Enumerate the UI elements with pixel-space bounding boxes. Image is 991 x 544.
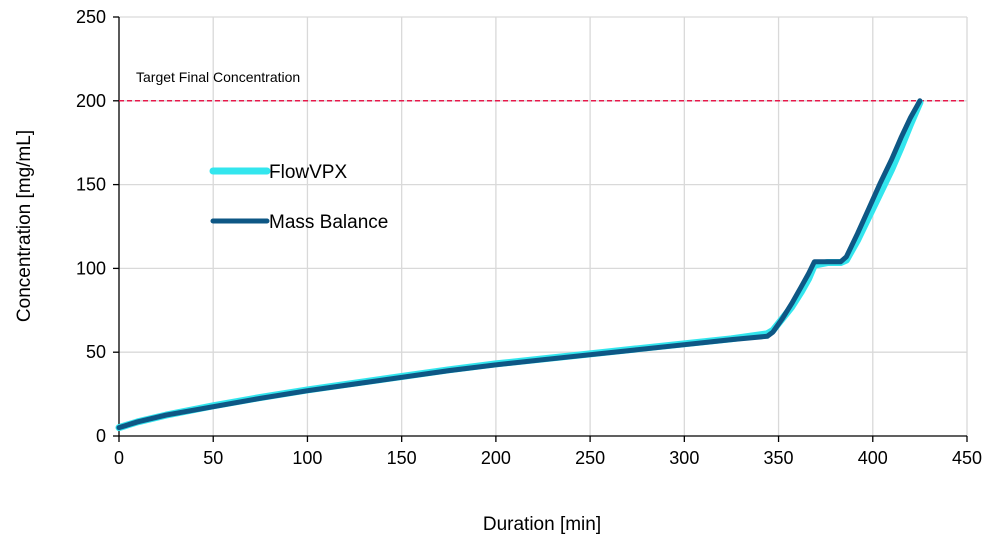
x-tick-label: 150 xyxy=(387,448,417,468)
y-tick-label: 100 xyxy=(76,258,106,278)
legend-label-mass-balance: Mass Balance xyxy=(269,212,388,233)
x-tick-label: 450 xyxy=(952,448,982,468)
tick-labels: 0 50 100 150 200 250 300 350 400 450 0 50 100 150 200 2… xyxy=(76,7,982,468)
series-line-flowvpx xyxy=(115,99,924,432)
y-tick-label: 50 xyxy=(86,342,106,362)
series-group xyxy=(115,98,924,432)
reference-line-label: Target Final Concentration xyxy=(136,69,300,85)
y-tick-label: 200 xyxy=(76,91,106,111)
x-tick-label: 0 xyxy=(114,448,124,468)
legend-label-flowvpx: FlowVPX xyxy=(269,162,347,183)
x-tick-label: 400 xyxy=(858,448,888,468)
x-tick-label: 100 xyxy=(292,448,322,468)
x-tick-label: 250 xyxy=(575,448,605,468)
legend: FlowVPX Mass Balance xyxy=(209,162,388,233)
y-axis-title: Concentration [mg/mL] xyxy=(14,130,35,322)
y-tick-label: 250 xyxy=(76,7,106,27)
x-axis-title: Duration [min] xyxy=(483,514,601,535)
x-tick-label: 50 xyxy=(203,448,223,468)
y-tick-label: 150 xyxy=(76,175,106,195)
axes xyxy=(113,16,968,442)
x-tick-label: 200 xyxy=(481,448,511,468)
x-tick-label: 350 xyxy=(764,448,794,468)
x-tick-label: 300 xyxy=(669,448,699,468)
y-tick-label: 0 xyxy=(96,426,106,446)
series-line-mass-balance xyxy=(116,98,923,431)
